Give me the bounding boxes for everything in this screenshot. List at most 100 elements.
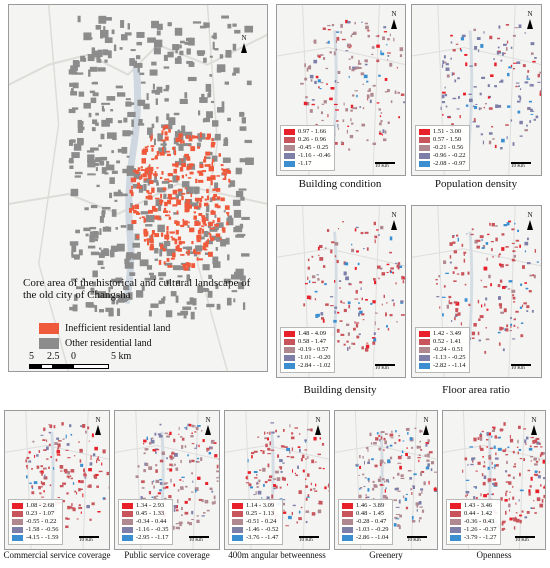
legend-item: -0.34 - 0.44: [122, 518, 169, 526]
legend-swatch: [284, 339, 295, 345]
legend-item: -3.76 - -1.47: [232, 534, 279, 542]
scale-bar: 10 Km: [407, 535, 427, 543]
main-map-panel: N Core area of the historical and cultur…: [8, 4, 268, 372]
legend-swatch: [419, 363, 430, 369]
panel-caption: Population density: [434, 178, 518, 190]
legend-item: -1.46 - -0.52: [232, 526, 279, 534]
map-legend: 1.14 - 3.09 0.25 - 1.13 -0.51 - 0.24 -1.46 …: [228, 499, 283, 545]
legend-item: -2.95 - -1.17: [122, 534, 169, 542]
legend-item: -1.16 - -0.46: [284, 152, 331, 160]
scale-bar: 10 Km: [511, 161, 531, 169]
legend-swatch: [342, 503, 353, 509]
legend-swatch: [122, 535, 133, 541]
legend-item: -0.19 - 0.57: [284, 346, 331, 354]
scale-bar: 10 Km: [375, 161, 395, 169]
map-panel: N 1.43 - 3.46 0.44 - 1.42 -0.36 - 0.43 -1.26…: [442, 410, 546, 550]
map-panel: N 1.42 - 3.49 0.52 - 1.41 -0.24 - 0.51 -1.13…: [411, 205, 542, 378]
map-panel: N 1.48 - 4.09 0.58 - 1.47 -0.19 - 0.57 -1.01…: [276, 205, 406, 378]
choropleth-patches: [303, 221, 405, 352]
legend-item: -1.26 - -0.37: [450, 526, 497, 534]
map-canvas: [277, 5, 405, 175]
legend-swatch: [342, 519, 353, 525]
legend-item: -0.24 - 0.51: [419, 346, 466, 354]
legend-item: 1.51 - 3.00: [419, 128, 466, 136]
main-map-legend: Inefficient residential land Other resid…: [39, 321, 170, 351]
scale-bar: 10 Km: [189, 535, 209, 543]
map-legend: 1.51 - 3.00 0.57 - 1.50 -0.21 - 0.56 -0.96 …: [415, 125, 470, 171]
river: [467, 30, 474, 150]
legend-item: -0.36 - 0.43: [450, 518, 497, 526]
legend-item-other: Other residential land: [39, 336, 170, 351]
legend-item: -0.55 - 0.22: [12, 518, 59, 526]
map-panel: N 1.46 - 3.89 0.48 - 1.45 -0.28 - 0.47 -1.03…: [334, 410, 438, 550]
legend-swatch: [419, 161, 430, 167]
map-panel: N 1.34 - 2.93 0.45 - 1.33 -0.34 - 0.44 -1.16…: [114, 410, 220, 550]
legend-swatch: [284, 161, 295, 167]
legend-swatch: [39, 338, 59, 349]
map-canvas: [412, 5, 541, 175]
main-scale-bar: 5 2.5 0 5 km: [29, 351, 131, 369]
legend-item: 1.48 - 4.09: [284, 330, 331, 338]
legend-item: -2.08 - -0.97: [419, 160, 466, 168]
north-arrow-icon: N: [531, 417, 537, 435]
legend-swatch: [419, 331, 430, 337]
river: [467, 231, 474, 352]
north-arrow-icon: N: [315, 417, 321, 435]
north-arrow-icon: N: [423, 417, 429, 435]
legend-swatch: [12, 527, 23, 533]
north-arrow-icon: N: [241, 35, 247, 53]
legend-item: -1.01 - -0.20: [284, 354, 331, 362]
legend-swatch: [284, 137, 295, 143]
map-legend: 1.48 - 4.09 0.58 - 1.47 -0.19 - 0.57 -1.01 …: [280, 327, 335, 373]
north-arrow-icon: N: [527, 212, 533, 230]
legend-item: -1.17: [284, 160, 331, 168]
legend-item: 0.97 - 1.66: [284, 128, 331, 136]
map-legend: 1.43 - 3.46 0.44 - 1.42 -0.36 - 0.43 -1.26 …: [446, 499, 501, 545]
choropleth-patches: [435, 220, 541, 354]
legend-swatch: [284, 331, 295, 337]
legend-swatch: [122, 503, 133, 509]
legend-swatch: [122, 511, 133, 517]
panel-caption: Floor area ratio: [442, 384, 510, 396]
legend-item: 0.26 - 0.96: [284, 136, 331, 144]
panel-caption: Greenery: [369, 550, 403, 560]
legend-swatch: [284, 355, 295, 361]
legend-item: 1.46 - 3.89: [342, 502, 389, 510]
map-legend: 1.46 - 3.89 0.48 - 1.45 -0.28 - 0.47 -1.03 …: [338, 499, 393, 545]
legend-swatch: [232, 519, 243, 525]
legend-item: -0.96 - -0.22: [419, 152, 466, 160]
map-legend: 1.42 - 3.49 0.52 - 1.41 -0.24 - 0.51 -1.13 …: [415, 327, 470, 373]
panel-caption: Commercial service coverage: [3, 550, 111, 560]
legend-item: 0.58 - 1.47: [284, 338, 331, 346]
map-canvas: [277, 206, 405, 377]
legend-item: -3.79 - -1.27: [450, 534, 497, 542]
panel-caption: Building density: [303, 384, 377, 396]
choropleth-patches: [462, 422, 545, 531]
legend-swatch: [12, 503, 23, 509]
legend-item: -4.15 - -1.59: [12, 534, 59, 542]
north-arrow-icon: N: [95, 417, 101, 435]
legend-swatch: [284, 363, 295, 369]
legend-item: -0.51 - 0.24: [232, 518, 279, 526]
legend-swatch: [419, 137, 430, 143]
map-panel: N 1.14 - 3.09 0.25 - 1.13 -0.51 - 0.24 -1.46…: [224, 410, 330, 550]
choropleth-patches: [440, 23, 541, 150]
legend-swatch: [284, 153, 295, 159]
legend-swatch: [12, 535, 23, 541]
scale-bar: 10 Km: [515, 535, 535, 543]
legend-swatch: [450, 519, 461, 525]
legend-item: 0.52 - 1.41: [419, 338, 466, 346]
north-arrow-icon: N: [527, 11, 533, 29]
panel-caption: Openness: [476, 550, 512, 560]
legend-swatch: [122, 519, 133, 525]
legend-swatch: [342, 511, 353, 517]
legend-item: 1.14 - 3.09: [232, 502, 279, 510]
legend-swatch: [12, 511, 23, 517]
north-arrow-icon: N: [391, 11, 397, 29]
legend-swatch: [122, 527, 133, 533]
legend-swatch: [232, 503, 243, 509]
map-panel: N 1.08 - 2.68 0.23 - 1.07 -0.55 - 0.22 -1.58…: [4, 410, 110, 550]
legend-swatch: [450, 511, 461, 517]
scale-bar: 10 Km: [299, 535, 319, 543]
legend-swatch: [284, 347, 295, 353]
